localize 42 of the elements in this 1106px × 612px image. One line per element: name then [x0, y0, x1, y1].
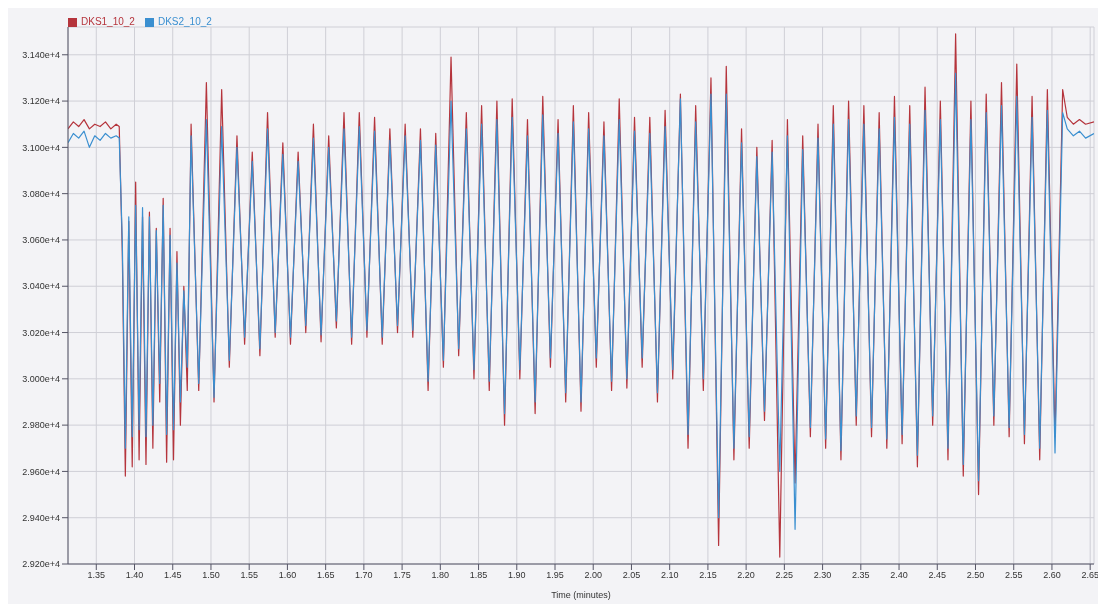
x-tick-label: 2.10 — [660, 570, 679, 581]
y-tick-label: 2.940e+4 — [22, 512, 60, 523]
x-tick-label: 2.15 — [699, 570, 717, 581]
x-tick-label: 2.45 — [928, 570, 947, 581]
x-tick-label: 2.00 — [584, 570, 602, 581]
y-tick-label: 2.960e+4 — [22, 466, 60, 477]
x-tick-label: 2.20 — [737, 570, 755, 581]
legend-label: DKS1_10_2 — [81, 16, 135, 27]
y-tick-label: 2.980e+4 — [22, 420, 60, 431]
x-tick-label: 1.45 — [163, 570, 182, 581]
x-tick-label: 1.60 — [278, 570, 297, 581]
x-tick-label: 1.70 — [355, 570, 373, 581]
y-tick-label: 3.080e+4 — [22, 188, 60, 199]
x-tick-label: 1.80 — [431, 570, 450, 581]
x-tick-label: 1.35 — [87, 570, 106, 581]
legend-label: DKS2_10_2 — [157, 16, 212, 27]
y-tick-label: 3.020e+4 — [22, 327, 60, 338]
x-tick-label: 2.60 — [1043, 570, 1061, 581]
x-tick-label: 1.90 — [508, 570, 526, 581]
y-tick-label: 3.040e+4 — [22, 281, 60, 292]
y-tick-label: 3.000e+4 — [22, 374, 60, 385]
x-tick-label: 1.55 — [240, 570, 258, 581]
y-tick-label: 3.100e+4 — [22, 142, 60, 153]
x-axis-title: Time (minutes) — [551, 590, 611, 600]
x-tick-label: 1.50 — [202, 570, 220, 581]
x-tick-label: 1.75 — [393, 570, 411, 581]
x-tick-label: 2.30 — [813, 570, 832, 581]
x-tick-label: 1.65 — [316, 570, 335, 581]
x-tick-label: 1.95 — [546, 570, 564, 581]
x-tick-label: 1.85 — [469, 570, 488, 581]
y-tick-label: 3.140e+4 — [22, 49, 60, 60]
x-tick-label: 1.40 — [125, 570, 144, 581]
x-tick-label: 2.25 — [775, 570, 794, 581]
x-tick-label: 2.65 — [1081, 570, 1099, 581]
y-tick-label: 3.060e+4 — [22, 235, 60, 246]
x-tick-label: 2.35 — [852, 570, 870, 581]
y-tick-label: 2.920e+4 — [22, 559, 60, 570]
x-tick-label: 2.50 — [966, 570, 985, 581]
y-tick-label: 3.120e+4 — [22, 96, 60, 107]
x-tick-label: 2.40 — [890, 570, 908, 581]
x-tick-label: 2.55 — [1004, 570, 1023, 581]
x-tick-label: 2.05 — [622, 570, 641, 581]
